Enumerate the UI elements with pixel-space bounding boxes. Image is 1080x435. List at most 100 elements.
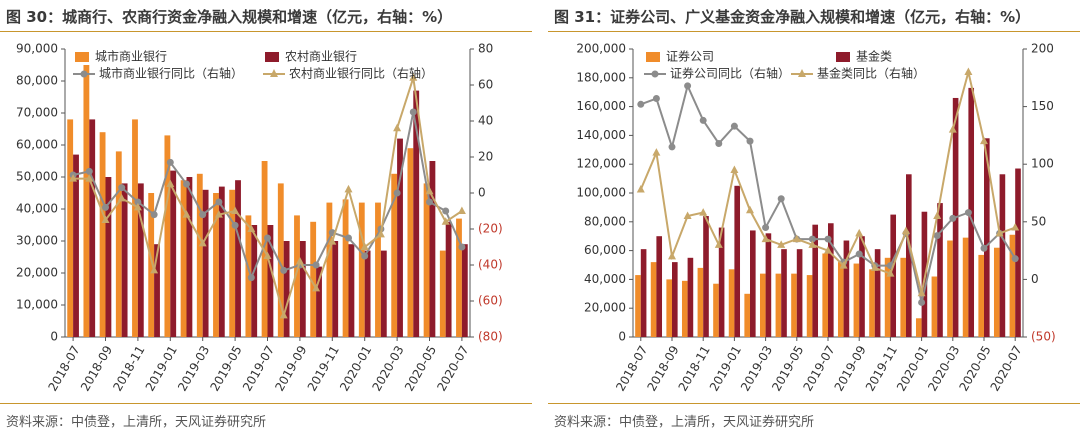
line-point-triangle <box>376 229 385 238</box>
legend-swatch-bar <box>836 52 850 62</box>
legend-marker-circle <box>80 70 88 78</box>
bar-a <box>326 202 333 337</box>
line-point-circle <box>85 167 93 175</box>
line-point-triangle <box>855 228 864 237</box>
bar-b <box>364 250 371 337</box>
bar-b <box>828 223 834 337</box>
bar-b <box>267 225 274 337</box>
bar-a <box>775 273 782 337</box>
bar-b <box>170 170 177 337</box>
bar-b <box>859 236 865 337</box>
bar-a <box>148 193 155 337</box>
legend-label: 基金类 <box>856 49 892 64</box>
right-y-tick-label: (40) <box>478 258 503 272</box>
bar-a <box>294 215 300 337</box>
bar-a <box>67 119 74 338</box>
right-y-tick-label: 80 <box>478 42 493 56</box>
legend-swatch-bar <box>75 52 89 62</box>
line-point-triangle <box>917 288 926 297</box>
line-point-circle <box>183 180 190 188</box>
line-point-circle <box>762 224 770 232</box>
bar-a <box>132 119 138 338</box>
left-source-note: 资料来源：中债登，上清所，天风证券研究所 <box>6 415 267 430</box>
bar-b <box>874 249 881 337</box>
right-source-note: 资料来源：中债登，上清所，天风证券研究所 <box>554 415 815 430</box>
right-y-tick-label: 0 <box>478 186 486 200</box>
right-figure-panel: 图 31：证券公司、广义基金资金净融入规模和增速（亿元，右轴：%） 0 20,00… <box>548 0 1080 435</box>
left-figure-title: 图 30：城商行、农商行资金净融入规模和增速（亿元，右轴：%） <box>6 8 453 26</box>
legend-label: 证券公司 <box>666 49 714 64</box>
line-point-circle <box>699 116 707 124</box>
left-y-tick-label: 20,000 <box>584 301 626 315</box>
bar-a <box>375 202 381 337</box>
right-y-tick-label: 0 <box>1031 272 1039 286</box>
bar-a <box>635 275 641 337</box>
line-point-circle <box>730 122 738 130</box>
left-y-tick-label: 120,000 <box>576 157 626 171</box>
bar-b <box>812 224 819 337</box>
bar-b <box>750 230 756 337</box>
bar-b <box>984 138 990 337</box>
line-point-triangle <box>668 251 676 260</box>
bar-b <box>348 244 355 337</box>
bar-a <box>407 148 414 337</box>
bar-b <box>235 180 241 337</box>
bar-a <box>728 269 735 337</box>
bar-b <box>154 244 160 337</box>
bar-b <box>105 177 112 337</box>
legend-swatch-bar <box>265 52 279 62</box>
bar-a <box>884 257 891 337</box>
line-point-triangle <box>214 210 223 218</box>
line-point-triangle <box>824 246 832 254</box>
line-point-triangle <box>714 240 723 248</box>
left-y-tick-label: 100,000 <box>576 186 626 200</box>
left-y-tick-label: 40,000 <box>584 272 626 286</box>
bar-a <box>962 237 969 337</box>
bar-a <box>83 65 90 337</box>
bar-a <box>342 199 349 337</box>
bar-b <box>316 266 322 337</box>
left-y-tick-label: 70,000 <box>16 106 58 120</box>
line-point-triangle <box>870 263 879 271</box>
line-point-triangle <box>166 179 175 187</box>
line-point-triangle <box>198 238 207 247</box>
right-y-tick-label: (20) <box>478 222 503 236</box>
right-y-tick-label: (60) <box>478 294 503 308</box>
bar-b <box>332 241 339 337</box>
bar-b <box>999 174 1006 337</box>
line-point-triangle <box>133 202 142 211</box>
bar-a <box>310 221 317 337</box>
right-source-rule <box>548 403 1080 404</box>
bar-a <box>650 262 657 337</box>
bar-a <box>713 283 719 337</box>
bar-b <box>380 250 387 337</box>
legend-label: 城市商业银行同比（右轴） <box>99 66 243 81</box>
bar-a <box>759 273 766 337</box>
bar-b <box>461 244 468 337</box>
bar-a <box>666 279 672 337</box>
bar-a <box>978 254 984 337</box>
right-y-tick-label: 100 <box>1031 157 1054 171</box>
bar-a <box>277 183 284 337</box>
line-point-triangle <box>636 185 645 193</box>
line-point-circle <box>166 158 174 166</box>
line-point-triangle <box>231 206 240 214</box>
line-point-circle <box>715 139 723 147</box>
left-y-tick-label: 80,000 <box>16 74 58 88</box>
line-point-circle <box>231 221 239 229</box>
bar-a <box>391 173 398 337</box>
line-point-triangle <box>441 217 450 225</box>
line-point-triangle <box>393 123 402 132</box>
line-point-triangle <box>699 208 708 216</box>
left-figure-panel: 图 30：城商行、农商行资金净融入规模和增速（亿元，右轴：%） 0 10,000 2… <box>0 0 532 435</box>
line-point-triangle <box>425 186 434 195</box>
left-y-tick-label: 60,000 <box>16 138 58 152</box>
line-point-circle <box>980 244 988 252</box>
bar-a <box>213 193 219 337</box>
line-point-triangle <box>746 205 754 214</box>
line-point-triangle <box>279 310 288 319</box>
bar-b <box>672 262 678 337</box>
line-point-circle <box>855 250 863 258</box>
line-point-triangle <box>182 210 191 218</box>
bar-b <box>640 249 647 337</box>
